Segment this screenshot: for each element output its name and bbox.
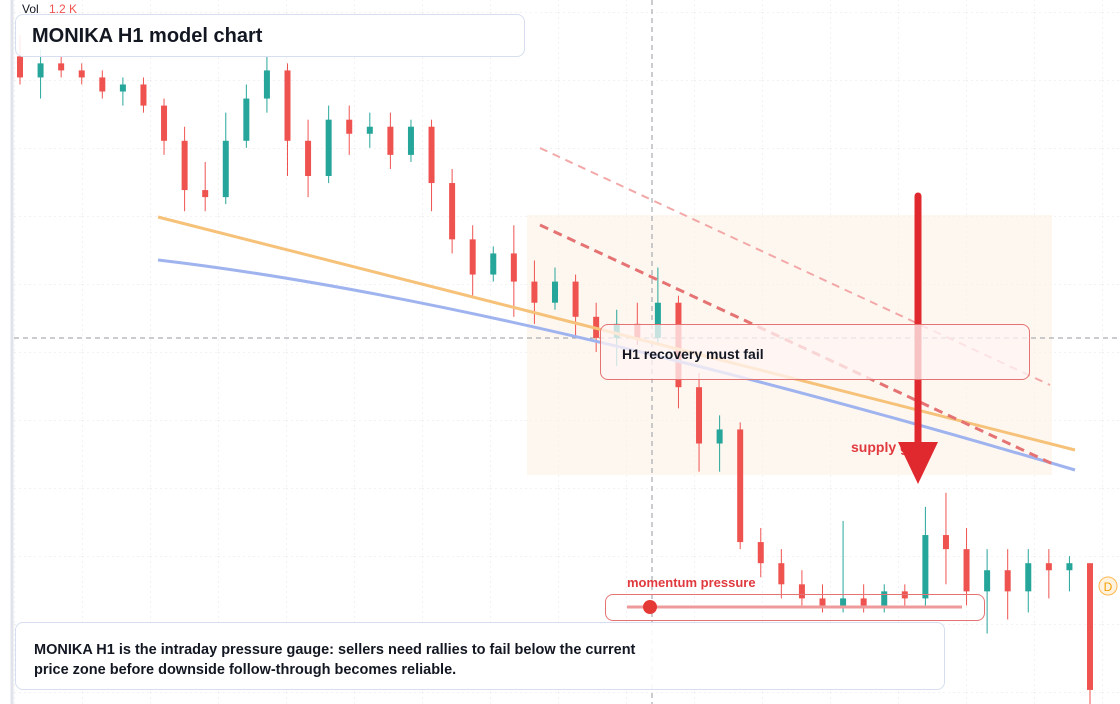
candle-body [510,253,517,282]
candle-body [819,598,826,606]
trend-line [157,258,1076,472]
candle-body [387,126,394,155]
candle-body [1066,563,1073,571]
candle-body [798,584,805,599]
candle-body [922,535,929,599]
candle-body [963,549,970,592]
candle-body [407,126,414,155]
candle-body [346,119,353,134]
candle-body [942,535,949,550]
candle-body [531,281,538,303]
candle-body [37,63,44,78]
candle-body [119,84,126,92]
candle-body [1025,563,1032,592]
candle-body [881,591,888,606]
gauge-dot [643,600,657,614]
candle-body [737,429,744,543]
price-marker-label: D [1104,580,1113,594]
annotation-box: H1 recovery must fail [600,324,1030,380]
candle-body [654,302,661,338]
annotation: momentum pressure [627,575,756,590]
volume-value: 1.2 K [49,2,77,16]
annotation: H1 recovery must fail [622,346,764,362]
channel-line [539,223,1056,467]
title-box: MONIKA H1 model chart [15,14,525,57]
candle-body [490,253,497,275]
volume-label: Vol [22,2,39,16]
candle-body [99,77,106,92]
candle-body [984,570,991,592]
arrow-head [898,442,938,484]
candles [17,35,1093,704]
candle-body [716,429,723,444]
gauge-box [605,594,985,621]
candle-body [1004,570,1011,592]
chart-title: MONIKA H1 model chart [32,25,263,47]
candle-body [305,140,312,176]
candle-body [78,70,85,78]
candle-body [325,119,332,176]
candle-body [757,542,764,564]
caption: MONIKA H1 is the intraday pressure gauge… [34,642,636,678]
candle-body [366,126,373,134]
candle-body [428,126,435,184]
candle-body [284,70,291,141]
candle-body [161,105,168,141]
candle-body [243,98,250,141]
candle-body [58,63,65,71]
candle-body [572,281,579,317]
candle-body [140,84,147,106]
candle-body [449,183,456,240]
candle-body [1087,563,1093,690]
candle-body [202,190,209,198]
candle-body [222,140,229,198]
candle-body [552,281,558,303]
caption-box: MONIKA H1 is the intraday pressure gauge… [15,622,945,690]
candle-body [17,56,23,78]
candle-body [469,239,476,275]
candle-body [860,598,867,606]
price-marker [1098,576,1118,596]
candle-body [696,387,703,444]
candle-body [263,70,270,99]
candle-body [1045,563,1052,571]
candle-body [181,140,188,191]
candle-body [778,563,785,585]
candle-body [840,598,847,606]
